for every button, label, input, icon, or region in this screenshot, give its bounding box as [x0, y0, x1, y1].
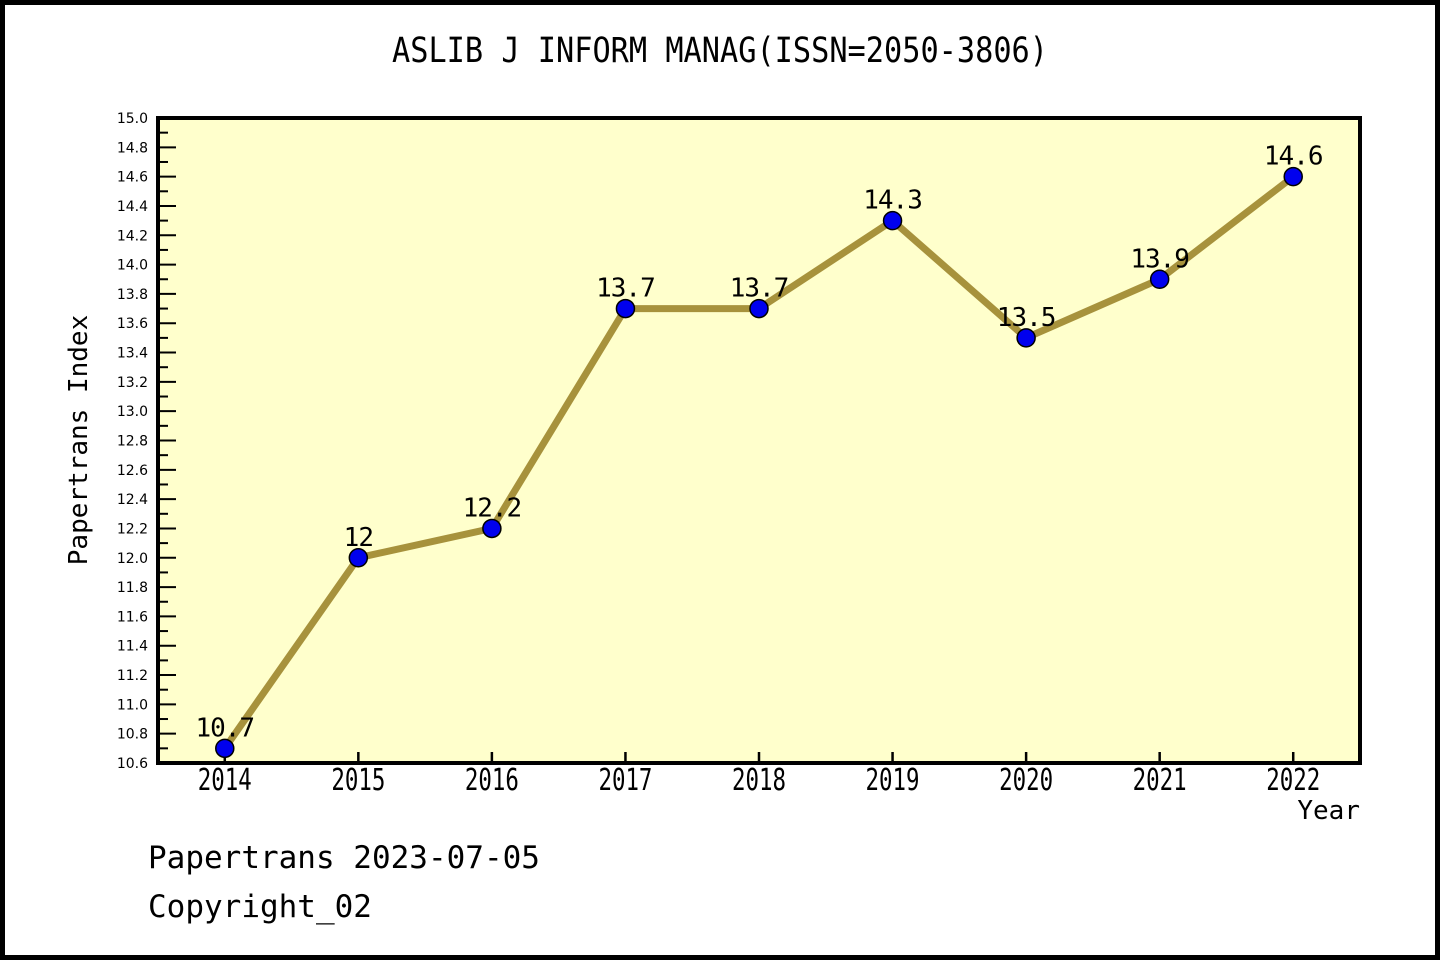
- footer-copyright-text: Copyright_02: [148, 889, 372, 925]
- data-point-label: 13.5: [997, 303, 1056, 333]
- data-point-label: 14.3: [863, 186, 922, 216]
- data-point: [482, 518, 502, 539]
- x-tick-label: 2017: [598, 763, 652, 798]
- y-tick-label: 14.4: [117, 199, 148, 215]
- data-point: [882, 210, 903, 231]
- chart-title: ASLIB J INFORM MANAG(ISSN=2050-3806): [392, 31, 1048, 71]
- y-axis-title: Papertrans Index: [64, 315, 94, 565]
- data-point-label: 12.2: [463, 493, 522, 523]
- y-tick-label: 12.6: [117, 463, 148, 479]
- data-point-label: 12: [344, 523, 373, 553]
- data-point: [1283, 166, 1303, 187]
- data-point-label: 14.6: [1264, 142, 1323, 172]
- y-tick-label: 12.2: [117, 521, 148, 537]
- x-tick-label: 2019: [866, 763, 920, 798]
- y-tick-label: 12.0: [117, 551, 148, 567]
- y-tick-label: 11.4: [117, 639, 148, 655]
- data-point: [1149, 269, 1170, 289]
- y-tick-label: 10.8: [117, 727, 148, 743]
- plot-border: [156, 116, 1362, 765]
- x-tick-label: 2022: [1266, 763, 1320, 798]
- plot-background: [158, 118, 1360, 763]
- y-tick-label: 11.8: [117, 580, 148, 596]
- data-point: [348, 548, 369, 568]
- y-tick-label: 11.2: [117, 668, 148, 684]
- data-point-label: 13.7: [730, 274, 789, 304]
- y-tick-label: 15.0: [117, 111, 148, 127]
- plot-area: 10.6 10.8 11.0 11.2 11.4 11.6 11.8 12.0 12.2 12.4…: [117, 111, 1362, 798]
- x-tick-label: 2021: [1133, 763, 1187, 798]
- data-point: [749, 298, 769, 319]
- y-tick-label: 10.6: [117, 756, 148, 772]
- x-axis-title: Year: [1297, 796, 1360, 826]
- x-tick-label: 2018: [732, 763, 786, 798]
- data-point: [215, 738, 235, 759]
- y-tick-label: 14.6: [117, 170, 148, 186]
- x-tick-label: 2014: [198, 763, 252, 798]
- y-tick-label: 12.4: [117, 492, 148, 508]
- x-tick-label: 2016: [465, 763, 519, 798]
- y-tick-label: 13.0: [117, 404, 148, 420]
- y-tick-label: 13.8: [117, 287, 148, 303]
- footer-date-text: Papertrans 2023-07-05: [148, 840, 540, 876]
- data-point-label: 10.7: [195, 713, 254, 743]
- y-tick-label: 11.6: [117, 609, 148, 625]
- data-point: [1016, 328, 1036, 348]
- y-tick-label: 13.6: [117, 316, 148, 332]
- y-tick-label: 11.0: [117, 697, 148, 713]
- y-tick-label: 12.8: [117, 434, 148, 450]
- y-tick-label: 13.4: [117, 346, 148, 362]
- y-tick-label: 14.0: [117, 258, 148, 274]
- y-tick-label: 14.8: [117, 140, 148, 156]
- x-tick-label: 2015: [331, 763, 385, 798]
- data-point-label: 13.7: [596, 274, 655, 304]
- data-point-label: 13.9: [1130, 244, 1189, 274]
- data-point: [615, 298, 636, 319]
- x-tick-label: 2020: [999, 763, 1053, 798]
- y-tick-label: 14.2: [117, 228, 148, 244]
- y-tick-label: 13.2: [117, 375, 148, 391]
